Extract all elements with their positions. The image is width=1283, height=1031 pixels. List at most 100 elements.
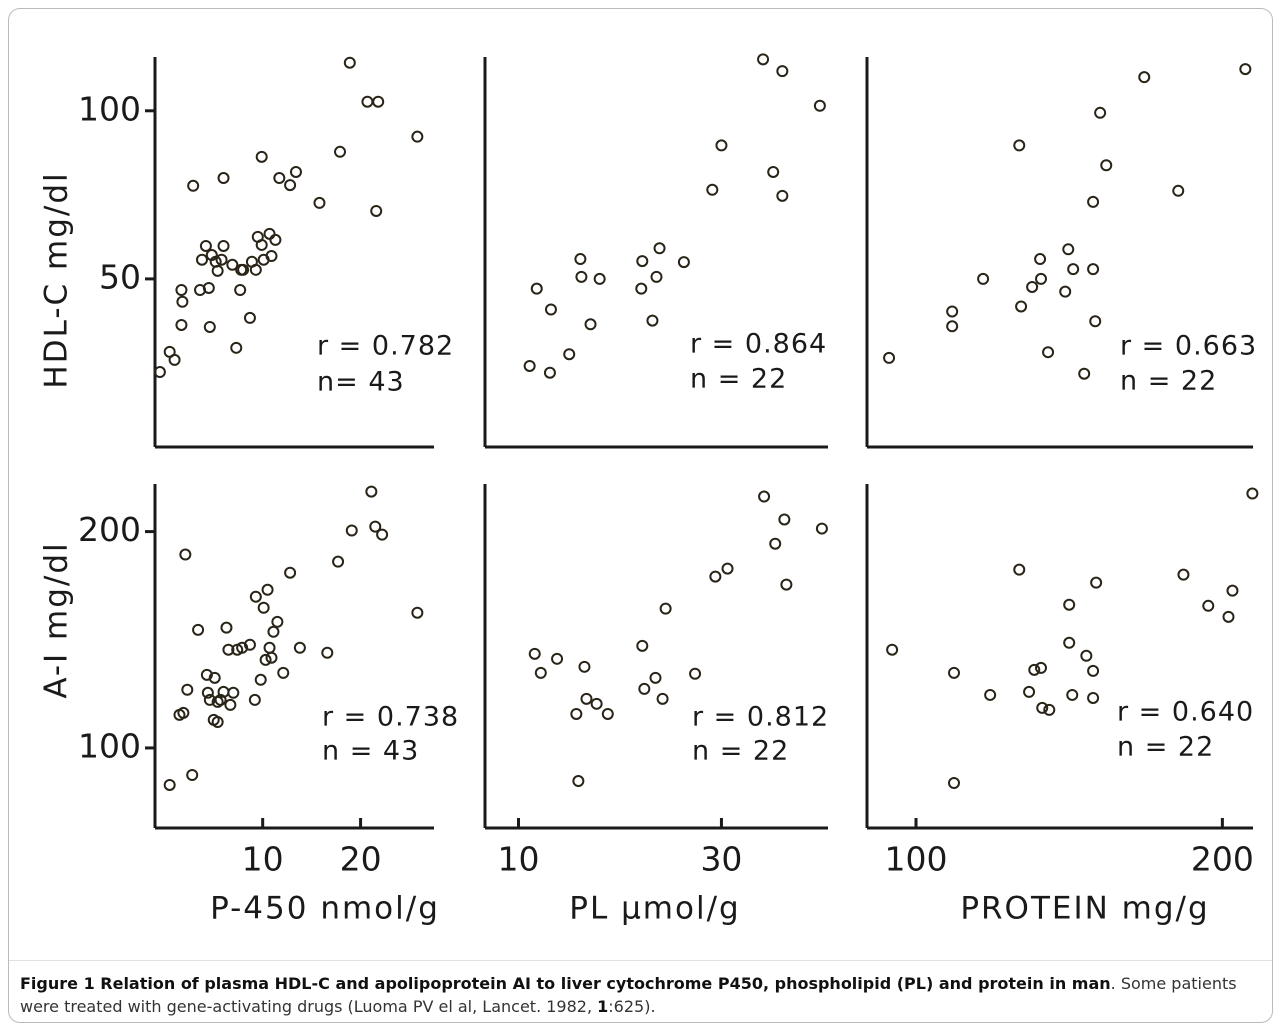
x-tick-label: 10 (497, 840, 539, 879)
data-point (778, 513, 791, 526)
data-point (202, 281, 215, 294)
data-point (168, 353, 181, 366)
data-point (977, 272, 990, 285)
data-point (269, 233, 282, 246)
data-point (257, 601, 270, 614)
data-point (1089, 315, 1102, 328)
data-point (946, 320, 959, 333)
data-point (273, 172, 286, 185)
data-point (372, 95, 385, 108)
data-point (201, 686, 214, 699)
data-point (1246, 487, 1259, 500)
x-axis-label: PROTEIN mg/g (960, 891, 1209, 927)
data-point (1043, 703, 1056, 716)
data-point (365, 485, 378, 498)
annotation: r = 0.782 (317, 331, 454, 362)
data-point (580, 692, 593, 705)
data-point (265, 250, 278, 263)
data-point (236, 641, 249, 654)
data-point (179, 548, 192, 561)
data-point (261, 583, 274, 596)
annotation: n = 22 (692, 736, 789, 767)
data-point (780, 578, 793, 591)
data-point (217, 172, 230, 185)
data-point (1222, 610, 1235, 623)
data-point (249, 263, 262, 276)
data-point (243, 311, 256, 324)
caption-pages: :625). (608, 997, 656, 1016)
data-point (192, 623, 205, 636)
data-point (677, 256, 690, 269)
data-point (758, 490, 771, 503)
data-point (289, 165, 302, 178)
data-point (1059, 285, 1072, 298)
data-point (1036, 701, 1049, 714)
data-point (1034, 253, 1047, 266)
data-point (1063, 636, 1076, 649)
data-point (636, 255, 649, 268)
x-tick-label: 20 (340, 840, 382, 879)
data-point (1090, 576, 1103, 589)
data-point (530, 282, 543, 295)
data-point (1026, 280, 1039, 293)
caption-text: . Some patients were treated with gene-a… (20, 974, 1237, 1016)
data-point (332, 555, 345, 568)
data-point (584, 318, 597, 331)
data-point (1078, 367, 1091, 380)
data-point (1100, 159, 1113, 172)
data-point (715, 139, 728, 152)
data-point (948, 666, 961, 679)
data-point (1066, 688, 1079, 701)
data-point (224, 698, 237, 711)
data-point (769, 537, 782, 550)
data-point (659, 602, 672, 615)
data-point (572, 775, 585, 788)
data-point (254, 673, 267, 686)
data-point (263, 641, 276, 654)
x-tick-label: 200 (1191, 840, 1254, 879)
data-point (376, 528, 389, 541)
data-point (1087, 691, 1100, 704)
data-point (313, 196, 326, 209)
data-point (1080, 649, 1093, 662)
data-point (563, 348, 576, 361)
data-point (370, 204, 383, 217)
data-point (211, 264, 224, 277)
data-point (1087, 263, 1100, 276)
data-point (635, 282, 648, 295)
data-point (1015, 300, 1028, 313)
data-point (534, 666, 547, 679)
data-point (706, 183, 719, 196)
annotation: n = 22 (1120, 366, 1217, 397)
data-point (1172, 184, 1185, 197)
data-point (369, 520, 382, 533)
data-point (575, 270, 588, 283)
data-point (813, 99, 826, 112)
caption-title: Figure 1 Relation of plasma HDL-C and ap… (20, 974, 1111, 993)
data-point (590, 697, 603, 710)
data-point (163, 778, 176, 791)
annotation: r = 0.738 (322, 702, 459, 733)
data-point (1226, 584, 1239, 597)
data-point (776, 189, 789, 202)
data-point (334, 145, 347, 158)
data-point (284, 566, 297, 579)
data-point (211, 695, 224, 708)
data-point (543, 366, 556, 379)
data-point (1035, 272, 1048, 285)
data-point (653, 242, 666, 255)
data-point (265, 651, 278, 664)
data-point (220, 621, 233, 634)
data-point (214, 693, 227, 706)
data-point (175, 318, 188, 331)
x-axis-label: PL µmol/g (569, 891, 740, 927)
data-point (601, 707, 614, 720)
data-point (984, 688, 997, 701)
data-point (1067, 263, 1080, 276)
data-point (776, 65, 789, 78)
data-point (177, 706, 190, 719)
data-point (217, 239, 230, 252)
y-tick-label: 100 (78, 726, 141, 765)
y-tick-label: 50 (99, 257, 141, 296)
